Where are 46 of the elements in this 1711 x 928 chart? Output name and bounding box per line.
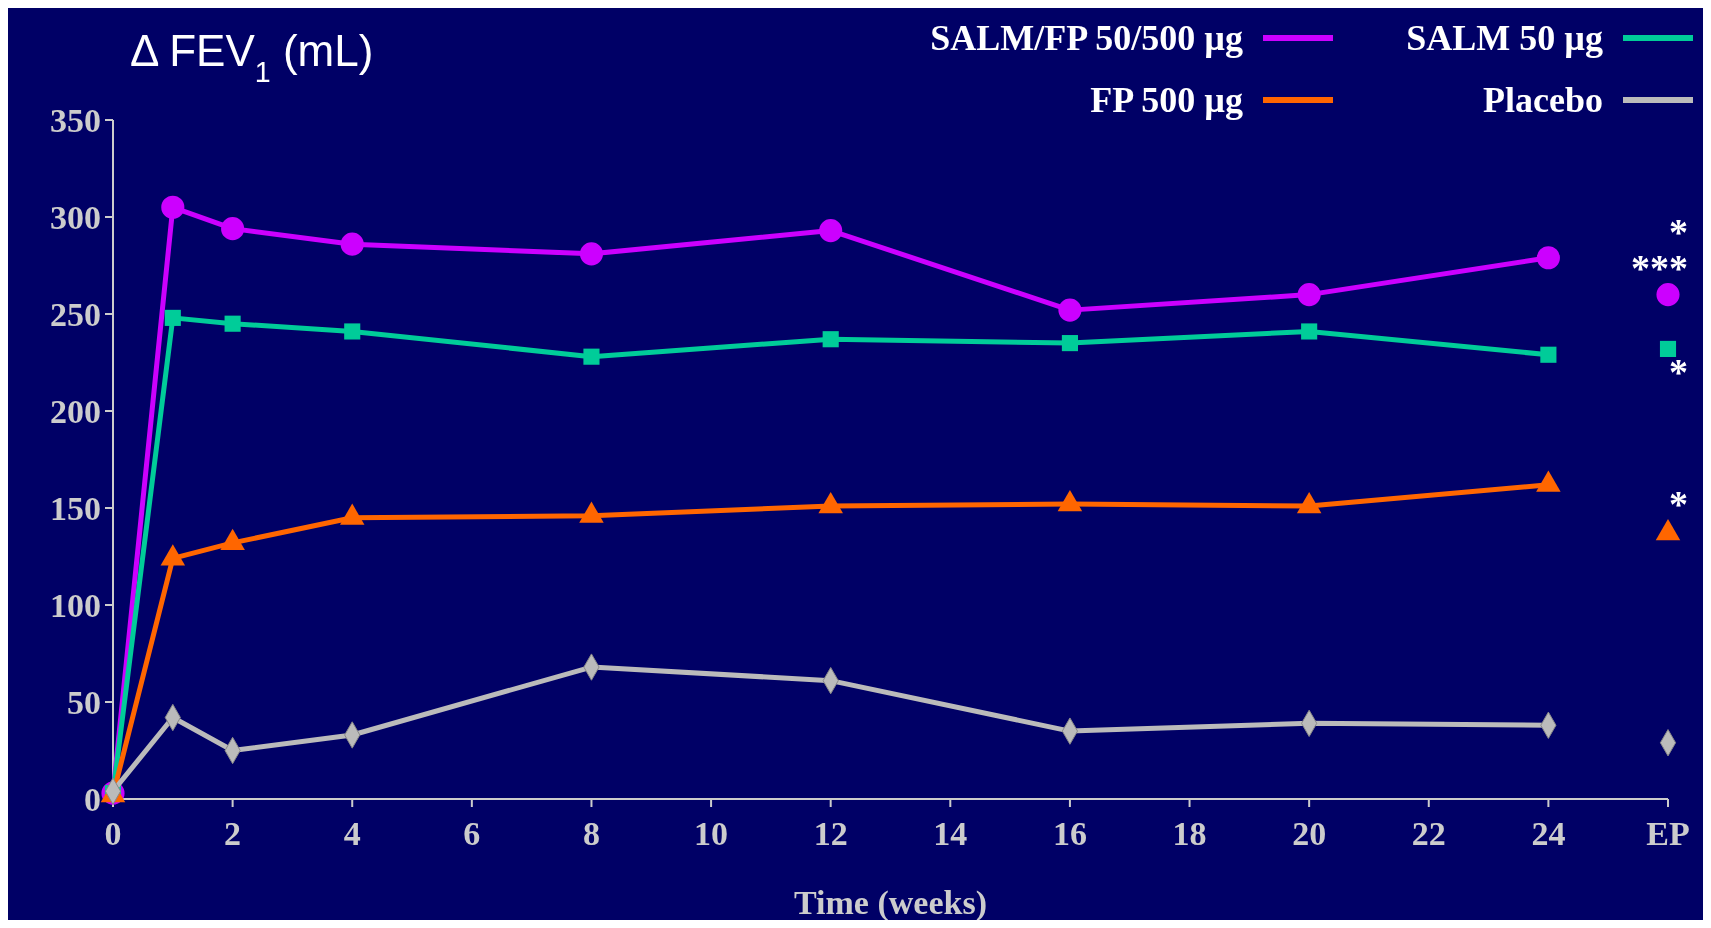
x-tick-label: 16 xyxy=(1052,815,1087,852)
point xyxy=(1540,346,1557,363)
legend-label: FP 500 µg xyxy=(1090,80,1243,120)
point xyxy=(1061,335,1078,352)
point xyxy=(164,309,181,326)
y-tick-label: 0 xyxy=(84,780,101,818)
point xyxy=(822,331,839,348)
x-tick-label: 8 xyxy=(582,815,600,852)
x-tick-label: 6 xyxy=(463,815,481,852)
point xyxy=(579,242,604,266)
point xyxy=(1297,283,1321,307)
point xyxy=(161,195,185,219)
point xyxy=(221,217,245,241)
point xyxy=(340,232,364,256)
point xyxy=(1058,298,1082,322)
x-tick-label: 20 xyxy=(1292,815,1327,852)
point xyxy=(1656,283,1680,307)
point xyxy=(224,315,241,332)
point xyxy=(819,219,843,243)
legend-label: Placebo xyxy=(1483,80,1603,120)
y-tick-label: 200 xyxy=(50,392,101,430)
point xyxy=(583,348,600,365)
x-tick-label: 10 xyxy=(694,815,729,852)
x-tick-label: 14 xyxy=(933,815,968,852)
x-tick-label: EP xyxy=(1646,815,1690,852)
legend-label: SALM/FP 50/500 µg xyxy=(930,18,1243,58)
x-tick-label: 2 xyxy=(224,815,242,852)
y-tick-label: 100 xyxy=(50,586,101,624)
x-tick-label: 22 xyxy=(1411,815,1446,852)
text: * xyxy=(1669,350,1688,393)
legend-label: SALM 50 µg xyxy=(1406,18,1603,58)
x-tick-label: 12 xyxy=(813,815,848,852)
x-tick-label: 24 xyxy=(1531,815,1566,852)
y-tick-label: 150 xyxy=(50,489,101,527)
point xyxy=(1301,323,1318,340)
y-tick-label: 300 xyxy=(50,198,101,236)
y-tick-label: 50 xyxy=(67,683,101,721)
y-tick-label: 350 xyxy=(50,101,101,139)
point xyxy=(344,323,361,340)
x-tick-label: 18 xyxy=(1172,815,1207,852)
point xyxy=(1536,246,1560,270)
point xyxy=(1659,340,1677,357)
text: * xyxy=(1669,482,1688,525)
x-tick-label: 4 xyxy=(343,815,361,852)
chart-title: Δ FEV$_{1}$ (mL) xyxy=(130,26,374,88)
y-tick-label: 250 xyxy=(50,295,101,333)
